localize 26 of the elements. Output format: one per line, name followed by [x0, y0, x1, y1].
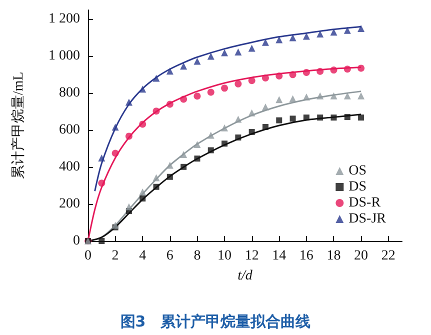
y-axis-title: 累计产甲烷量/mL [10, 72, 26, 180]
legend-label: DS [348, 180, 367, 194]
x-axis-title: t/d [238, 268, 254, 284]
x-tick-label: 10 [218, 248, 232, 264]
x-tick-label: 4 [139, 248, 146, 264]
y-tick-label: 800 [59, 86, 80, 101]
y-tick-label: 400 [59, 160, 80, 175]
y-tick-label: 1 200 [48, 12, 80, 27]
x-tick-label: 16 [299, 248, 314, 264]
caption: 图3 累计产甲烷量拟合曲线 [120, 312, 311, 330]
legend-label: DS-JR [348, 212, 387, 226]
y-tick-label: 200 [59, 196, 80, 212]
y-tick-label: 0 [73, 234, 80, 248]
x-tick-label: 0 [84, 248, 92, 264]
x-tick-label: 12 [244, 248, 259, 264]
x-tick-label: 6 [166, 248, 174, 264]
x-tick-label: 22 [381, 248, 396, 264]
y-tick-label: 1 000 [48, 48, 80, 64]
x-tick-label: 20 [354, 248, 368, 264]
x-tick-label: 14 [272, 248, 286, 264]
y-tick-label: 600 [59, 122, 80, 138]
legend-label: OS [348, 164, 367, 178]
x-tick-label: 2 [112, 248, 119, 264]
x-tick-label: 8 [194, 248, 201, 264]
x-tick-label: 18 [326, 248, 341, 264]
legend-label: DS-R [348, 196, 382, 210]
